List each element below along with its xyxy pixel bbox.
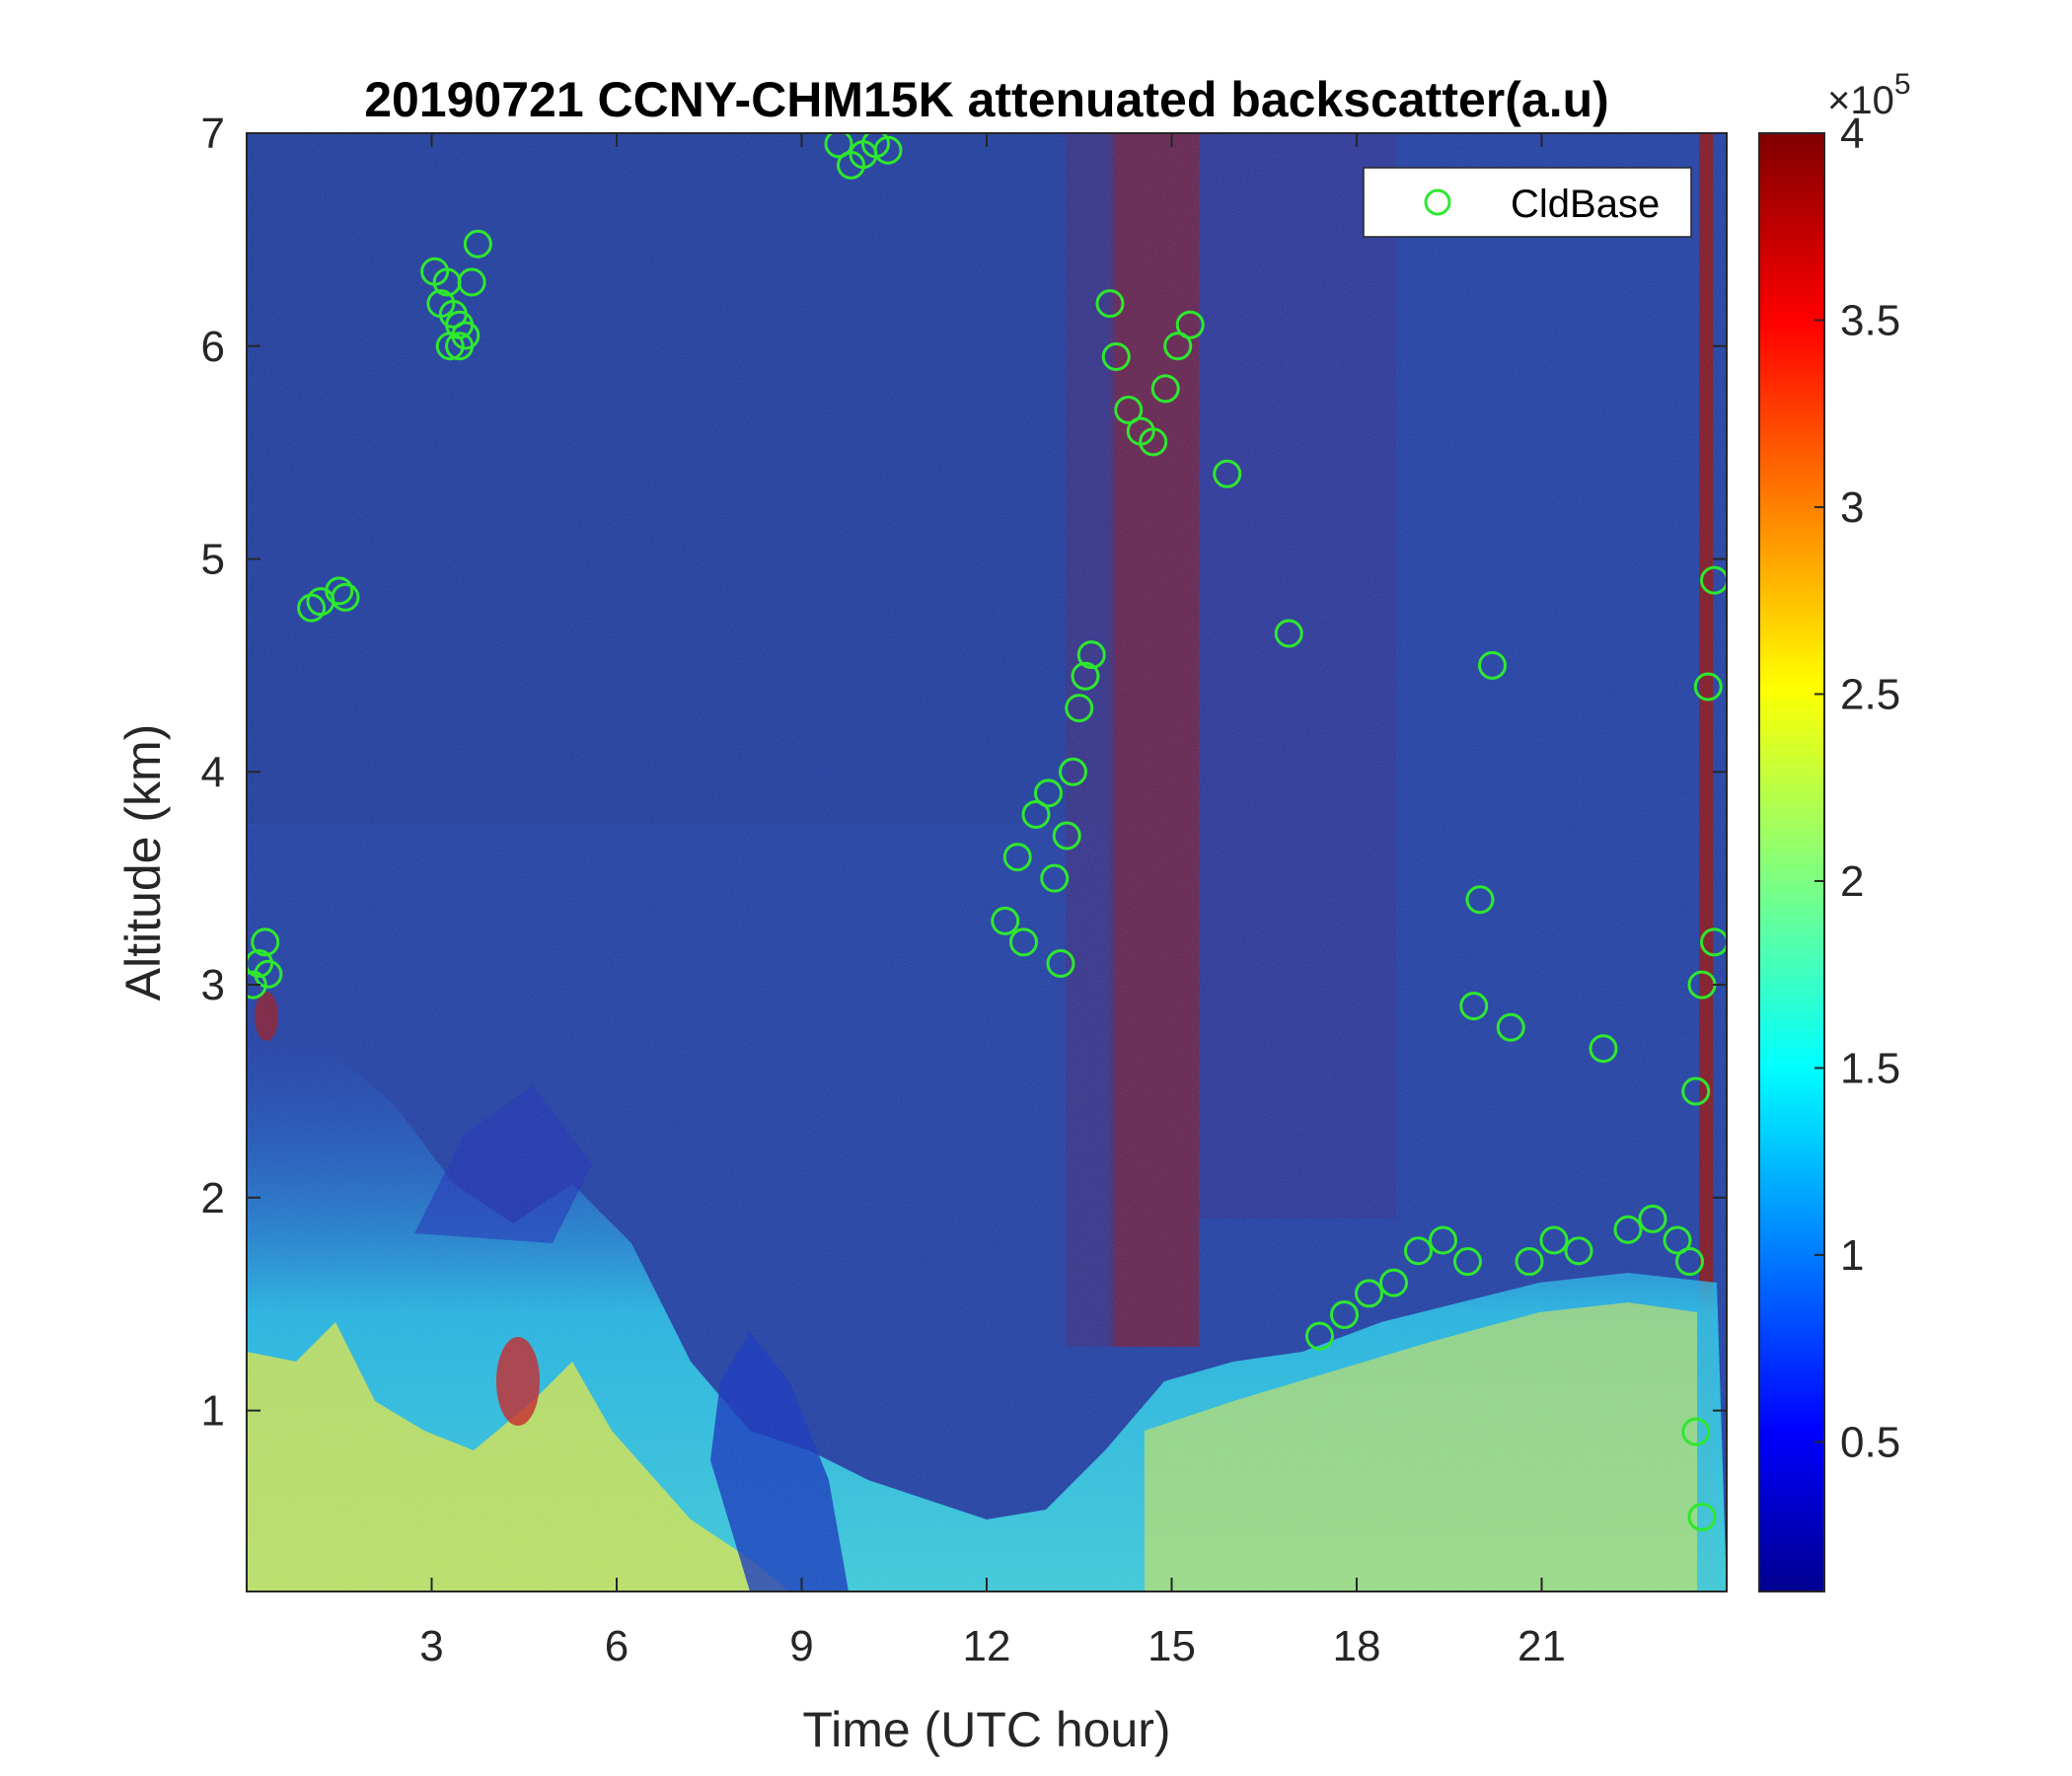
cldbase-point [1002, 843, 1032, 872]
cldbase-point [1700, 565, 1727, 595]
cldbase-point [1065, 694, 1094, 723]
cldbase-point [1379, 1268, 1408, 1297]
cldbase-point [1034, 778, 1063, 808]
legend-marker [1424, 188, 1451, 216]
cldbase-point [331, 582, 360, 612]
cldbase-point [247, 970, 267, 999]
colorbar-tick-label: 4 [1840, 110, 1864, 158]
cldbase-point [251, 927, 280, 957]
backscatter-heatmap [247, 133, 1727, 1591]
legend: CldBase [1363, 167, 1692, 238]
x-tick-label: 18 [1333, 1622, 1381, 1670]
x-axis-label: Time (UTC hour) [802, 1702, 1170, 1757]
cldbase-point [1429, 1225, 1457, 1255]
cldbase-point [1465, 885, 1495, 915]
colorbar-tick-label: 1 [1840, 1231, 1864, 1280]
y-tick-label: 7 [201, 110, 225, 158]
cldbase-point [445, 310, 475, 339]
cldbase-point [1638, 1204, 1667, 1233]
cldbase-point [1564, 1236, 1593, 1266]
cldbase-point [1613, 1215, 1643, 1244]
cldbase-point [1681, 1417, 1711, 1446]
y-tick-label: 5 [201, 536, 225, 584]
cldbase-point [1675, 1247, 1704, 1277]
colorbar-multiplier-base: ×10 [1827, 79, 1894, 122]
y-tick-label: 2 [201, 1174, 225, 1222]
colorbar-tick-label: 1.5 [1840, 1044, 1900, 1092]
cldbase-point [1305, 1321, 1334, 1351]
cldbase-point [1046, 948, 1075, 978]
cldbase-point [1687, 1502, 1717, 1531]
cldbase-point [325, 576, 354, 606]
cldbase-point [1071, 661, 1100, 691]
cldbase-point [1355, 1279, 1383, 1308]
x-tick-label: 12 [963, 1622, 1011, 1670]
cldbase-point [1150, 374, 1180, 404]
cldbase-point [1052, 821, 1081, 851]
cldbase-point [1139, 427, 1168, 457]
cldbase-point [1453, 1247, 1482, 1277]
y-tick-label: 4 [201, 748, 225, 796]
cldbase-point [1663, 1225, 1692, 1255]
x-axis: 3 6 9 12 15 18 21 [419, 133, 1566, 1670]
cldbase-point [1021, 799, 1051, 829]
cldbase-point [1478, 650, 1507, 680]
cldbase-point [1163, 332, 1193, 361]
colorbar-tick-label: 3.5 [1840, 296, 1900, 344]
cldbase-point [457, 267, 486, 297]
colorbar-tick-label: 0.5 [1840, 1418, 1900, 1466]
cldbase-point [1095, 289, 1125, 319]
cldbase-point [1404, 1236, 1433, 1266]
colorbar-multiplier-exp: 5 [1894, 68, 1911, 101]
x-tick-label: 21 [1517, 1622, 1566, 1670]
cldbase-point [1213, 459, 1242, 488]
cldbase-point [1101, 342, 1131, 372]
cldbase-point [1681, 1076, 1711, 1106]
cldbase-point [1114, 395, 1144, 424]
cldbase-point [1700, 927, 1727, 957]
cldbase-point [297, 593, 327, 623]
cldbase-point [254, 959, 283, 989]
cldbase-point [1175, 310, 1205, 339]
cldbase-point [247, 948, 273, 978]
cldbase-point [1059, 757, 1087, 786]
colorbar-tick-label: 2 [1840, 857, 1864, 906]
cldbase-point [1515, 1247, 1544, 1277]
cldbase-point [991, 906, 1020, 935]
x-tick-label: 9 [789, 1622, 813, 1670]
cldbase-point [1459, 992, 1489, 1021]
y-tick-label: 6 [201, 323, 225, 371]
cldbase-point [463, 229, 492, 259]
cldbase-markers [247, 133, 1727, 1531]
x-tick-label: 6 [605, 1622, 629, 1670]
chart-title: 20190721 CCNY-CHM15K attenuated backscat… [364, 72, 1609, 127]
cldbase-point [1496, 1012, 1525, 1042]
colorbar-gradient [1758, 132, 1825, 1592]
legend-box [1363, 167, 1692, 238]
x-tick-label: 3 [419, 1622, 443, 1670]
cldbase-point [873, 135, 903, 165]
cldbase-point [1040, 863, 1070, 893]
colorbar: 0.5 1 1.5 2 2.5 3 3.5 4 ×105 [1758, 68, 1911, 1592]
cldbase-point [1539, 1225, 1569, 1255]
colorbar-tick-label: 2.5 [1840, 670, 1900, 718]
legend-entry-cldbase: CldBase [1511, 183, 1660, 226]
y-tick-label: 3 [201, 961, 225, 1009]
x-tick-label: 15 [1147, 1622, 1196, 1670]
cldbase-point [1274, 619, 1303, 648]
y-tick-label: 1 [201, 1387, 225, 1436]
cldbase-point [1009, 927, 1038, 957]
colorbar-ticks: 0.5 1 1.5 2 2.5 3 3.5 4 [1814, 110, 1900, 1466]
cldbase-point [824, 133, 853, 159]
colorbar-tick-label: 3 [1840, 483, 1864, 532]
colorbar-multiplier: ×105 [1827, 68, 1911, 122]
cldbase-point [1076, 640, 1106, 670]
cldbase-point [1693, 672, 1723, 702]
cldbase-point [1330, 1300, 1359, 1330]
y-axis-label: Altitude (km) [115, 724, 171, 1001]
cldbase-point [1589, 1034, 1618, 1064]
y-axis: 1 2 3 4 5 6 7 [201, 110, 1727, 1436]
